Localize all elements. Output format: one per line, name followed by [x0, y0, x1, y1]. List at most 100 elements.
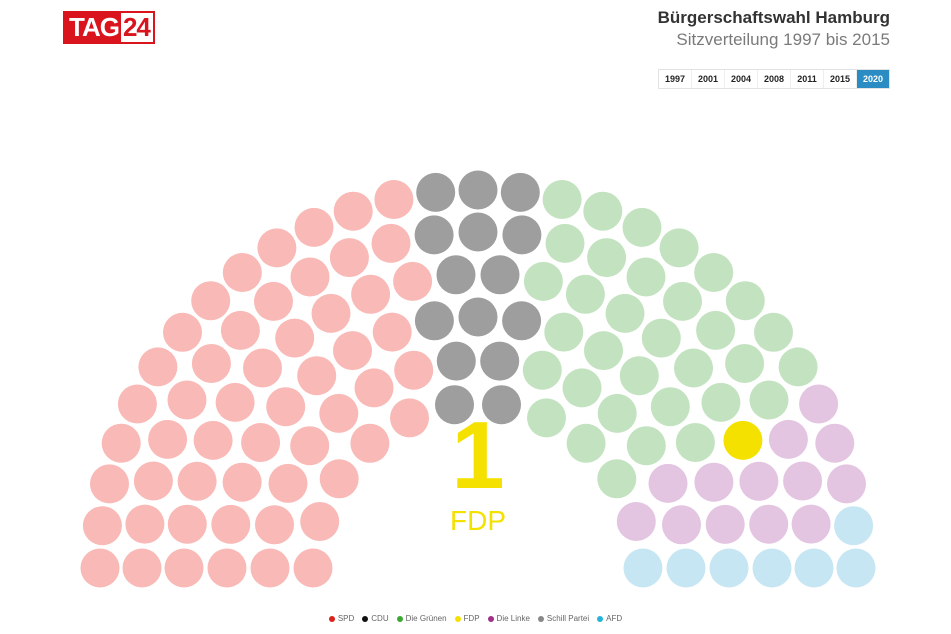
- seat-cdu[interactable]: [482, 385, 521, 425]
- seat-die-grünen[interactable]: [542, 180, 582, 219]
- seat-die-linke[interactable]: [827, 464, 866, 504]
- seat-spd[interactable]: [300, 502, 340, 541]
- legend-item[interactable]: AFD: [597, 614, 622, 623]
- seat-cdu[interactable]: [480, 255, 520, 295]
- seat-die-linke[interactable]: [799, 384, 839, 424]
- seat-spd[interactable]: [319, 393, 359, 433]
- seat-spd[interactable]: [167, 380, 207, 420]
- seat-spd[interactable]: [191, 344, 231, 383]
- year-tab-2020[interactable]: 2020: [856, 70, 889, 88]
- seat-spd[interactable]: [393, 261, 433, 301]
- seat-die-grünen[interactable]: [749, 380, 789, 420]
- seat-die-grünen[interactable]: [562, 368, 602, 408]
- seat-cdu[interactable]: [436, 341, 476, 381]
- seat-die-grünen[interactable]: [626, 257, 666, 297]
- seat-die-grünen[interactable]: [626, 426, 666, 466]
- seat-spd[interactable]: [254, 281, 293, 321]
- seat-spd[interactable]: [333, 331, 372, 371]
- seat-die-grünen[interactable]: [725, 344, 765, 383]
- seat-spd[interactable]: [164, 548, 204, 588]
- seat-spd[interactable]: [290, 426, 330, 466]
- seat-die-grünen[interactable]: [674, 348, 713, 388]
- seat-spd[interactable]: [177, 461, 217, 501]
- seat-spd[interactable]: [268, 463, 308, 503]
- year-tab-2008[interactable]: 2008: [757, 70, 790, 88]
- seat-fdp[interactable]: [723, 420, 763, 460]
- seat-die-linke[interactable]: [662, 505, 701, 545]
- year-tab-2015[interactable]: 2015: [823, 70, 856, 88]
- seat-die-linke[interactable]: [815, 423, 855, 463]
- seat-spd[interactable]: [222, 462, 262, 502]
- seat-die-grünen[interactable]: [622, 207, 662, 247]
- seat-spd[interactable]: [319, 459, 359, 499]
- seat-afd[interactable]: [709, 548, 749, 588]
- legend-item[interactable]: Die Linke: [487, 614, 530, 623]
- seat-die-grünen[interactable]: [701, 382, 741, 422]
- seat-spd[interactable]: [275, 318, 315, 358]
- seat-cdu[interactable]: [458, 170, 498, 210]
- legend-item[interactable]: Die Grünen: [396, 614, 447, 623]
- seat-die-linke[interactable]: [616, 502, 656, 541]
- seat-spd[interactable]: [211, 504, 251, 544]
- seat-spd[interactable]: [394, 350, 434, 390]
- seat-cdu[interactable]: [416, 172, 456, 212]
- seat-cdu[interactable]: [414, 301, 454, 341]
- seat-die-linke[interactable]: [739, 461, 779, 501]
- seat-die-grünen[interactable]: [605, 293, 645, 333]
- tag24-logo[interactable]: TAG 24: [63, 11, 155, 44]
- seat-spd[interactable]: [297, 356, 337, 396]
- seat-die-grünen[interactable]: [565, 274, 605, 314]
- seat-die-grünen[interactable]: [527, 398, 566, 438]
- seat-spd[interactable]: [117, 384, 157, 424]
- seat-die-linke[interactable]: [749, 504, 789, 544]
- seat-die-grünen[interactable]: [659, 228, 699, 268]
- seat-spd[interactable]: [350, 423, 390, 463]
- seat-spd[interactable]: [90, 464, 129, 504]
- seat-die-linke[interactable]: [648, 463, 688, 503]
- seat-die-grünen[interactable]: [566, 423, 606, 463]
- legend-item[interactable]: FDP: [454, 614, 480, 623]
- seat-cdu[interactable]: [480, 341, 520, 381]
- seat-spd[interactable]: [215, 382, 255, 422]
- seat-spd[interactable]: [333, 191, 373, 231]
- seat-spd[interactable]: [290, 257, 330, 297]
- year-tab-2004[interactable]: 2004: [724, 70, 757, 88]
- seat-die-grünen[interactable]: [597, 393, 637, 433]
- seat-spd[interactable]: [354, 368, 394, 408]
- seat-cdu[interactable]: [458, 297, 498, 337]
- year-tab-1997[interactable]: 1997: [664, 74, 686, 84]
- seat-afd[interactable]: [623, 548, 663, 588]
- seat-cdu[interactable]: [502, 301, 542, 341]
- seat-die-grünen[interactable]: [597, 459, 637, 499]
- seat-spd[interactable]: [148, 419, 188, 459]
- seat-die-linke[interactable]: [768, 419, 808, 459]
- seat-die-linke[interactable]: [705, 504, 745, 544]
- seat-die-grünen[interactable]: [544, 312, 584, 352]
- seat-spd[interactable]: [390, 398, 429, 438]
- seat-afd[interactable]: [834, 506, 874, 546]
- seat-spd[interactable]: [220, 310, 260, 350]
- seat-spd[interactable]: [257, 228, 297, 268]
- seat-spd[interactable]: [371, 223, 411, 263]
- legend-item[interactable]: CDU: [362, 614, 389, 623]
- seat-die-grünen[interactable]: [587, 238, 627, 278]
- seat-die-grünen[interactable]: [545, 223, 585, 263]
- seat-spd[interactable]: [191, 281, 231, 321]
- seat-spd[interactable]: [243, 348, 282, 388]
- seat-die-grünen[interactable]: [584, 331, 623, 371]
- seat-die-grünen[interactable]: [754, 312, 793, 352]
- seat-cdu[interactable]: [502, 215, 542, 255]
- seat-spd[interactable]: [122, 548, 162, 588]
- seat-spd[interactable]: [163, 312, 202, 352]
- seat-spd[interactable]: [266, 387, 306, 427]
- seat-spd[interactable]: [222, 253, 262, 292]
- seat-spd[interactable]: [80, 548, 120, 588]
- year-tab-2011[interactable]: 2011: [790, 70, 823, 88]
- seat-spd[interactable]: [138, 347, 178, 387]
- seat-spd[interactable]: [125, 504, 165, 544]
- seat-die-grünen[interactable]: [583, 191, 623, 231]
- seat-die-grünen[interactable]: [725, 281, 765, 321]
- seat-spd[interactable]: [351, 274, 391, 314]
- seat-spd[interactable]: [167, 504, 207, 544]
- seat-spd[interactable]: [133, 461, 173, 501]
